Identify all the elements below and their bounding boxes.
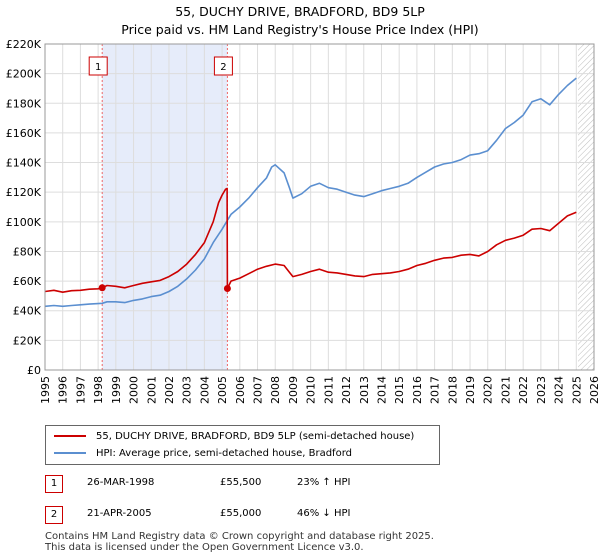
x-tick-label: 2013 (358, 376, 371, 404)
x-tick-label: 2021 (499, 376, 512, 404)
x-tick-label: 2006 (234, 376, 247, 404)
x-tick-label: 1999 (110, 376, 123, 404)
sale-point (223, 285, 231, 292)
x-tick-label: 2010 (305, 376, 318, 404)
legend-swatch-hpi (54, 452, 86, 454)
footer-line-license: This data is licensed under the Open Gov… (45, 541, 364, 553)
x-tick-label: 2009 (287, 376, 300, 404)
chart-legend: 55, DUCHY DRIVE, BRADFORD, BD9 5LP (semi… (45, 425, 440, 465)
x-tick-label: 2018 (446, 376, 459, 404)
y-tick-label: £200K (6, 68, 42, 81)
transaction-price: £55,000 (220, 508, 262, 519)
x-tick-label: 2004 (198, 376, 211, 404)
y-tick-label: £100K (6, 216, 42, 229)
chart-title-line1: 55, DUCHY DRIVE, BRADFORD, BD9 5LP (175, 4, 425, 19)
forecast-hatch (578, 44, 594, 370)
y-tick-label: £140K (6, 157, 42, 170)
annotation-box (88, 56, 108, 76)
y-tick-label: £60K (13, 275, 42, 288)
legend-item-hpi: HPI: Average price, semi-detached house,… (54, 445, 352, 461)
x-tick-label: 2019 (464, 376, 477, 404)
chart-title-line2: Price paid vs. HM Land Registry's House … (121, 22, 479, 37)
x-tick-label: 1996 (57, 376, 70, 404)
y-tick-label: £220K (6, 38, 42, 51)
shaded-period (102, 44, 228, 370)
y-tick-label: £40K (13, 305, 42, 318)
table-row: 2 21-APR-2005 £55,000 46% ↓ HPI (45, 506, 445, 526)
x-tick-label: 2001 (145, 376, 158, 404)
transaction-marker-badge: 1 (45, 475, 63, 493)
price-chart: £0 £20K £40K £60K £80K £100K £120K £140K £160K £1… (6, 38, 600, 404)
x-tick-label: 2011 (322, 376, 335, 404)
transaction-price: £55,500 (220, 477, 262, 488)
x-tick-label: 1997 (74, 376, 87, 404)
y-tick-label: £120K (6, 186, 42, 199)
footer-attribution: Contains HM Land Registry data © Crown c… (45, 531, 434, 553)
y-tick-label: £0 (27, 364, 41, 377)
x-tick-label: 2014 (375, 376, 388, 404)
annotation-label: 2 (220, 62, 226, 73)
x-tick-label: 2008 (269, 376, 282, 404)
transaction-date: 26-MAR-1998 (87, 477, 155, 488)
sale-point (98, 284, 106, 292)
x-tick-label: 1998 (92, 376, 105, 404)
x-tick-label: 2016 (411, 376, 424, 404)
legend-label-property: 55, DUCHY DRIVE, BRADFORD, BD9 5LP (semi… (96, 430, 415, 442)
legend-item-property: 55, DUCHY DRIVE, BRADFORD, BD9 5LP (semi… (54, 428, 414, 444)
x-tick-label: 2023 (535, 376, 548, 404)
x-tick-label: 2026 (588, 376, 600, 404)
transaction-date: 21-APR-2005 (87, 508, 152, 519)
x-tick-label: 2017 (429, 376, 442, 404)
x-tick-label: 2022 (517, 376, 530, 404)
y-tick-label: £160K (6, 127, 42, 140)
transaction-marker-badge: 2 (45, 506, 63, 524)
x-tick-label: 2012 (340, 376, 353, 404)
x-tick-label: 2025 (570, 376, 583, 404)
annotation-label: 1 (95, 62, 101, 73)
footer-line-copyright: Contains HM Land Registry data © Crown c… (45, 531, 434, 542)
x-tick-label: 2020 (482, 376, 495, 404)
legend-label-hpi: HPI: Average price, semi-detached house,… (96, 447, 352, 459)
x-tick-label: 2005 (216, 376, 229, 404)
table-row: 1 26-MAR-1998 £55,500 23% ↑ HPI (45, 475, 445, 495)
x-tick-label: 2003 (181, 376, 194, 404)
y-tick-label: £20K (13, 334, 42, 347)
series-line-property (45, 187, 577, 293)
transaction-hpi-diff: 23% ↑ HPI (297, 477, 351, 488)
x-tick-label: 1995 (39, 376, 52, 404)
plot-border (44, 43, 595, 371)
x-tick-label: 2000 (128, 376, 141, 404)
x-tick-label: 2007 (252, 376, 265, 404)
annotation-box (213, 56, 233, 76)
transaction-hpi-diff: 46% ↓ HPI (297, 508, 351, 519)
legend-swatch-property (54, 435, 86, 437)
x-tick-label: 2015 (393, 376, 406, 404)
y-tick-label: £80K (13, 245, 42, 258)
series-line-hpi (45, 77, 577, 308)
x-tick-label: 2024 (553, 376, 566, 404)
x-tick-label: 2002 (163, 376, 176, 404)
y-tick-label: £180K (6, 97, 42, 110)
